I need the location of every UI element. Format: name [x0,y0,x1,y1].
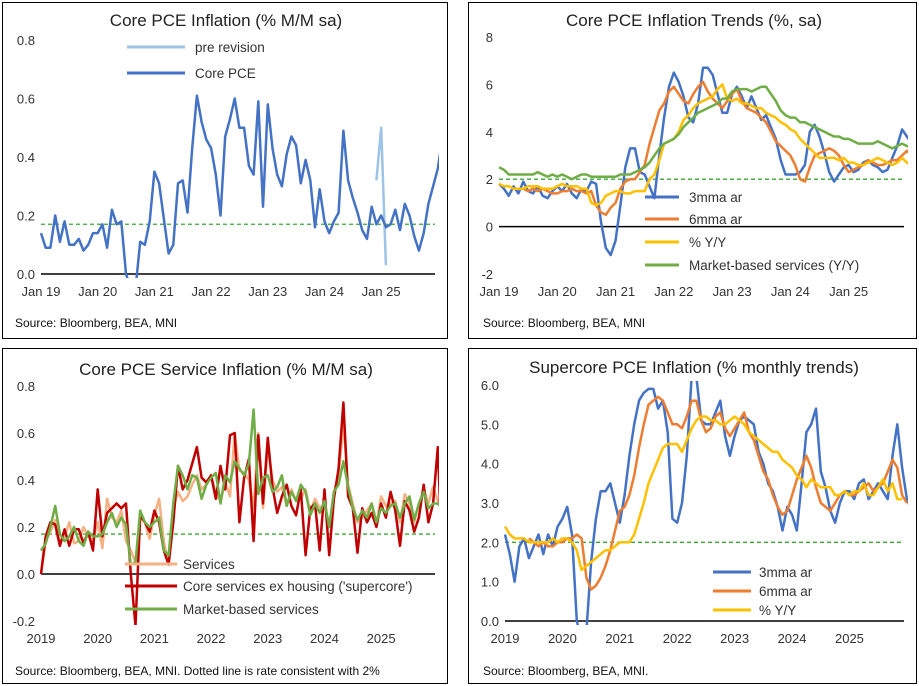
legend-label-yy: % Y/Y [689,235,726,250]
x-tick-label: Jan 25 [362,284,401,299]
legend-label-3mma: 3mma ar [689,190,743,205]
x-tick-label: 2024 [778,631,807,646]
x-tick-label: Jan 20 [538,284,577,299]
y-tick-label: 0.0 [481,614,499,629]
chart-title: Supercore PCE Inflation (% monthly trend… [529,358,859,377]
series-line-core-pce [39,94,439,278]
chart-title: Core PCE Inflation Trends (%, sa) [566,11,822,30]
x-tick-label: 2019 [27,631,56,646]
chart-panel-core-pce: Core PCE Inflation (% M/M sa) 0.0 0.2 0.4 0… [2,2,448,339]
x-tick-label: 2023 [720,631,749,646]
chart-core-pce-trends: Core PCE Inflation Trends (%, sa) -2 0 2 4 6… [479,11,908,330]
x-tick-label: 2019 [491,631,520,646]
x-tick-label: Jan 23 [713,284,752,299]
y-tick-label: 0.0 [17,267,35,282]
legend-label-services: Services [183,557,235,572]
y-tick-label: 6.0 [481,378,499,393]
x-tick-label: Jan 25 [829,284,868,299]
x-tick-label: Jan 22 [654,284,693,299]
chart-source: Source: Bloomberg, BEA, MNI [483,316,645,330]
series-line-market-based-services-y-y [498,85,908,181]
x-tick-label: 2024 [310,631,339,646]
y-tick-label: 4.0 [481,457,499,472]
x-tick-label: Jan 24 [771,284,810,299]
y-tick-label: 0.8 [17,379,35,394]
chart-panel-supercore: Supercore PCE Inflation (% monthly trend… [468,348,917,684]
y-tick-label: 0.8 [17,33,35,48]
chart-panel-service-inflation: Core PCE Service Inflation (% M/M sa) -0… [2,348,448,684]
y-tick-label: 0.6 [17,92,35,107]
y-tick-label: 3.0 [481,496,499,511]
chart-source: Source: Bloomberg, BEA, MNI. [483,664,648,678]
y-tick-label: 6 [486,77,493,92]
chart-source: Source: Bloomberg, BEA, MNI [15,316,177,330]
x-tick-label: Jan 22 [192,284,231,299]
x-tick-label: Jan 24 [305,284,344,299]
legend-label-6mma: 6mma ar [759,584,813,599]
x-tick-label: Jan 21 [596,284,635,299]
y-tick-label: 1.0 [481,575,499,590]
x-tick-label: 2022 [197,631,226,646]
x-tick-label: 2022 [663,631,692,646]
y-tick-label: 0.4 [17,473,35,488]
series-line-y-y [498,83,908,207]
chart-panel-core-pce-trends: Core PCE Inflation Trends (%, sa) -2 0 2 4 6… [468,2,917,339]
y-tick-label: 8 [486,30,493,45]
series-line-3mma-ar [503,381,908,625]
y-tick-label: 2.0 [481,535,499,550]
x-tick-label: 2020 [83,631,112,646]
series-line-y-y [503,415,903,572]
x-tick-label: Jan 20 [78,284,117,299]
series-line-services [39,422,439,575]
x-tick-label: 2025 [367,631,396,646]
y-tick-label: 5.0 [481,417,499,432]
legend-label-yy: % Y/Y [759,603,796,618]
y-tick-label: 4 [486,125,493,140]
series-line-market-based-services [39,408,439,566]
series-line-pre-revision [375,126,388,266]
y-tick-label: 0.2 [17,520,35,535]
legend-label-6mma: 6mma ar [689,212,743,227]
x-tick-label: 2021 [605,631,634,646]
chart-title: Core PCE Inflation (% M/M sa) [110,11,342,30]
x-tick-label: Jan 23 [248,284,287,299]
legend-label-market-services: Market-based services (Y/Y) [689,258,859,273]
x-tick-label: 2023 [253,631,282,646]
x-tick-label: 2025 [835,631,864,646]
legend-label-market-services: Market-based services [183,602,319,617]
x-tick-label: Jan 21 [135,284,174,299]
x-tick-label: Jan 19 [479,284,518,299]
y-tick-label: 0.6 [17,426,35,441]
x-tick-label: Jan 19 [21,284,60,299]
legend-label-supercore: Core services ex housing ('supercore') [183,579,413,594]
y-tick-label: -2 [481,267,493,282]
chart-core-pce-services: Core PCE Service Inflation (% M/M sa) -0… [13,360,439,678]
y-tick-label: 0.2 [17,209,35,224]
x-tick-label: 2021 [140,631,169,646]
y-tick-label: -0.2 [13,614,35,629]
y-tick-label: 0.4 [17,150,35,165]
chart-core-pce-mm: Core PCE Inflation (% M/M sa) 0.0 0.2 0.4 0… [15,11,439,330]
chart-title: Core PCE Service Inflation (% M/M sa) [79,360,373,379]
y-tick-label: 0 [486,220,493,235]
legend-label-3mma: 3mma ar [759,565,813,580]
legend-label-pre-revision: pre revision [195,40,265,55]
y-tick-label: 2 [486,172,493,187]
y-tick-label: 0.0 [17,567,35,582]
x-tick-label: 2020 [548,631,577,646]
chart-supercore-trends: Supercore PCE Inflation (% monthly trend… [481,358,908,678]
chart-source: Source: Bloomberg, BEA, MNI. Dotted line… [15,664,380,678]
legend-label-core-pce: Core PCE [195,66,256,81]
